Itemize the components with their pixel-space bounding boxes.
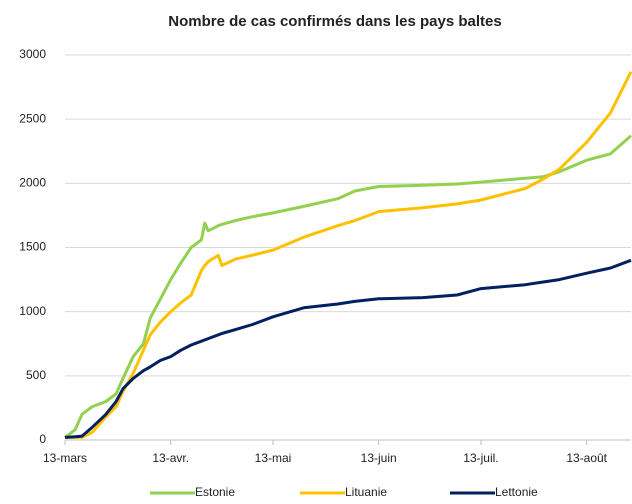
series-line <box>64 258 632 439</box>
legend-label: Lituanie <box>345 485 387 499</box>
y-tick-label: 2500 <box>19 111 46 125</box>
y-tick-label: 1000 <box>19 304 46 318</box>
x-tick-label: 13-mai <box>255 451 292 465</box>
series-line <box>65 71 632 439</box>
y-tick-label: 2000 <box>19 176 46 190</box>
y-tick-label: 3000 <box>19 47 46 61</box>
y-tick-label: 500 <box>26 368 46 382</box>
chart-title: Nombre de cas confirmés dans les pays ba… <box>168 13 501 30</box>
legend-label: Estonie <box>195 485 235 499</box>
series-line <box>64 134 632 439</box>
y-tick-label: 1500 <box>19 240 46 254</box>
x-tick-label: 13-août <box>566 451 607 465</box>
legend-label: Lettonie <box>495 485 538 499</box>
x-tick-label: 13-juil. <box>463 451 498 465</box>
x-tick-label: 13-avr. <box>152 451 189 465</box>
x-tick-label: 13-juin <box>361 451 397 465</box>
x-tick-label: 13-mars <box>43 451 87 465</box>
y-tick-label: 0 <box>39 432 46 446</box>
